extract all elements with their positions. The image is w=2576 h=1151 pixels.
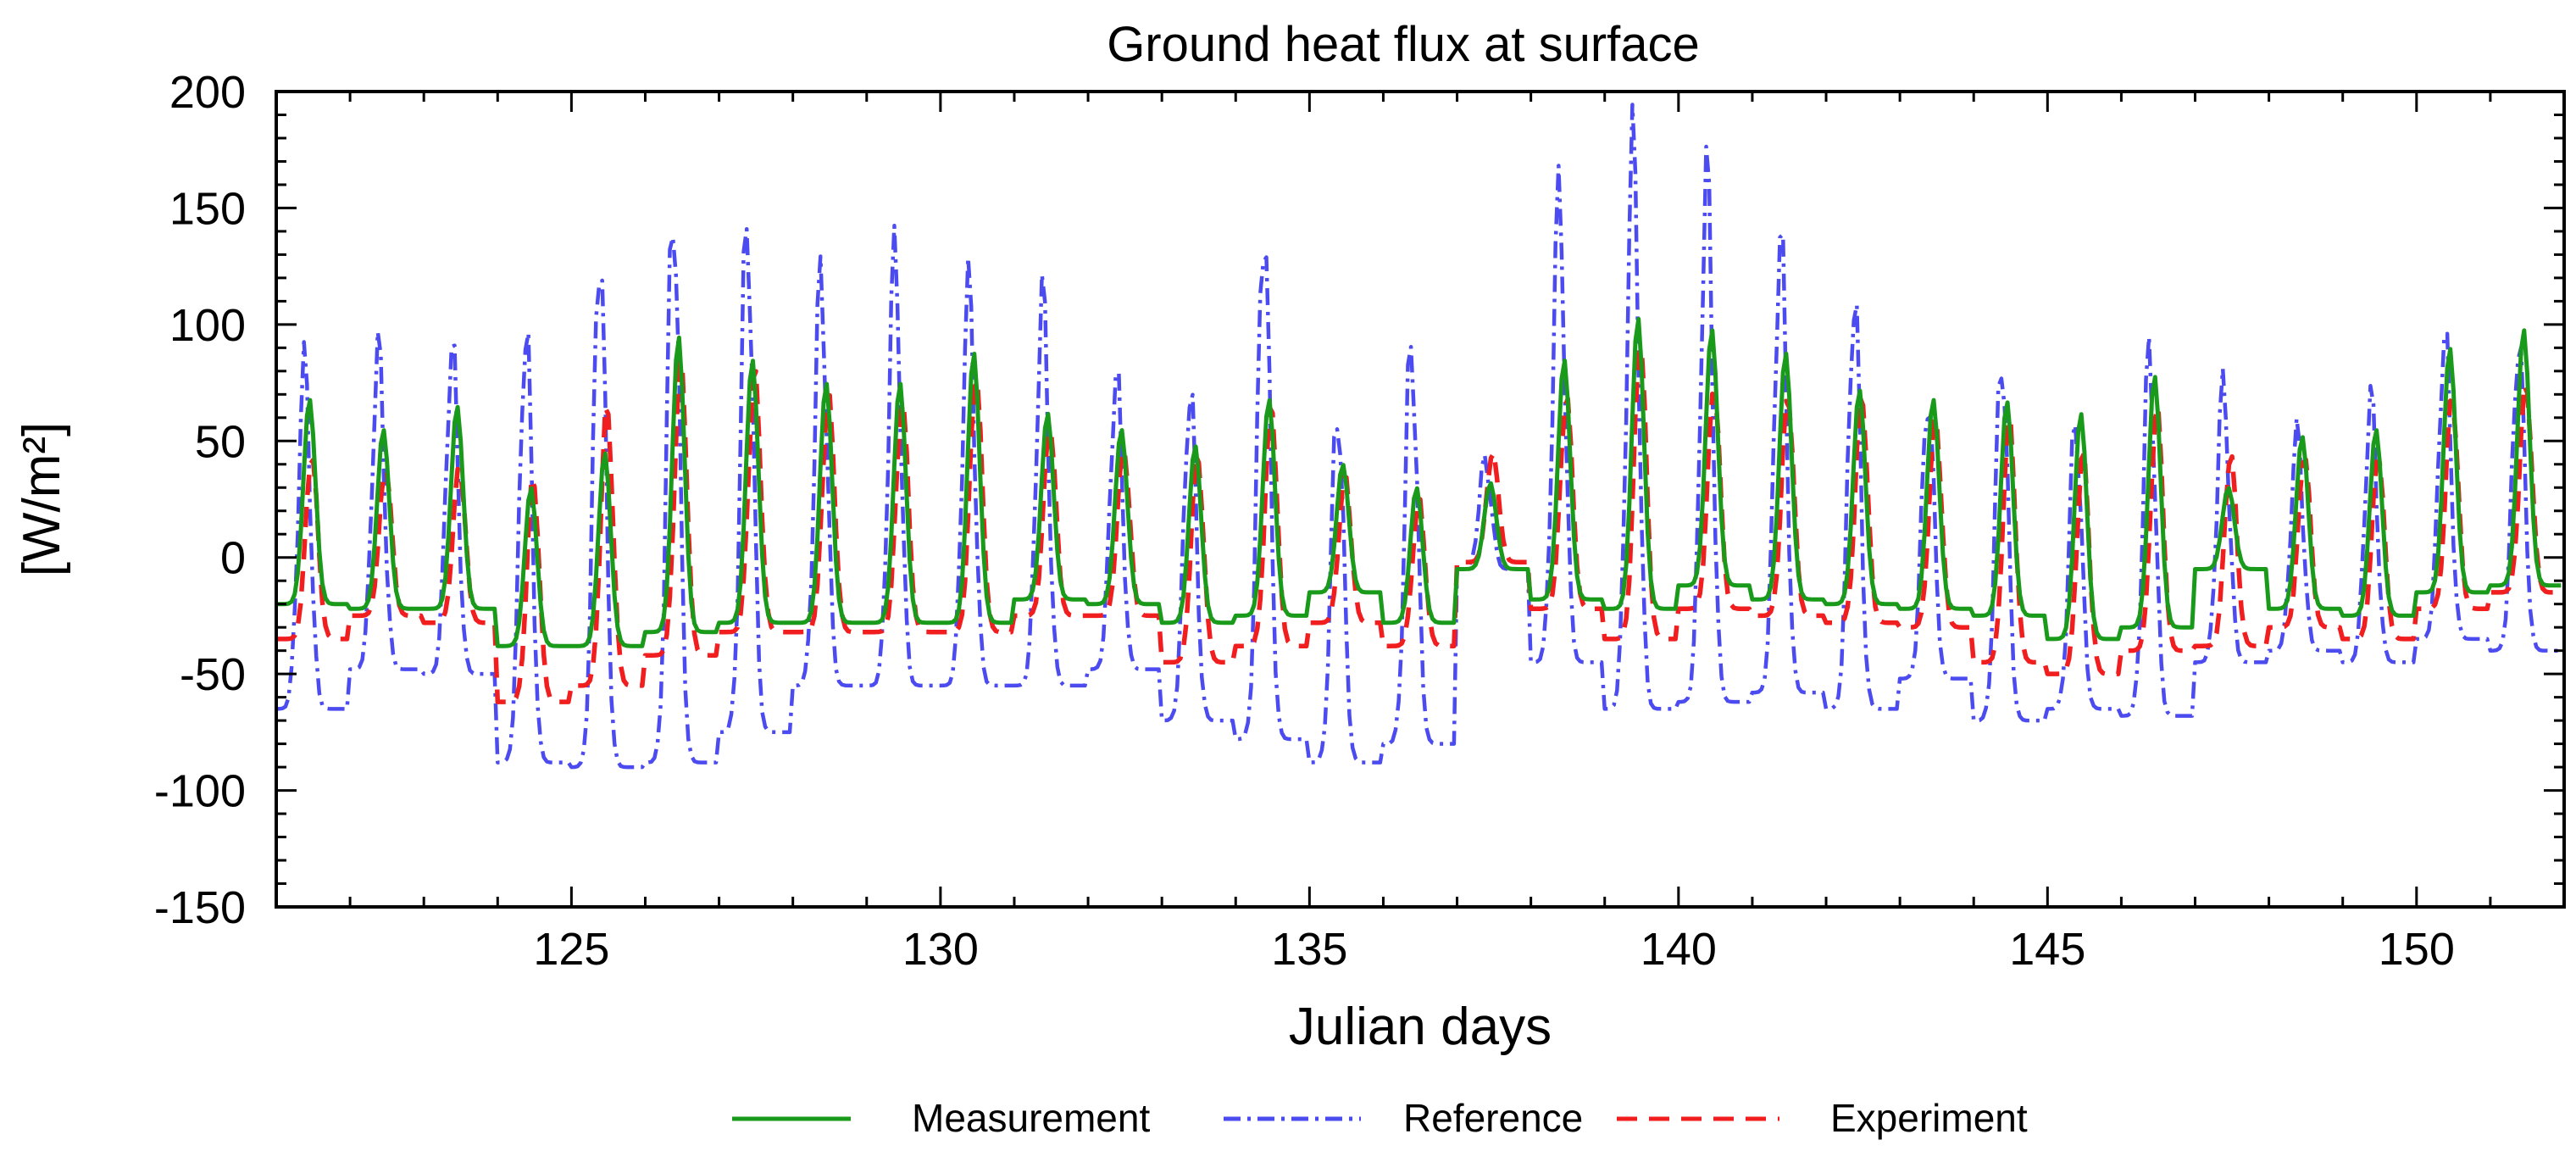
axis-layer: 125 130 135 140 145 150 -150 -100 -50 0 50 100 150 20… <box>154 67 2566 975</box>
x-tick-label: 145 <box>2009 924 2085 975</box>
y-tick-label: 50 <box>195 416 246 467</box>
legend: Measurement Reference Experiment <box>732 1096 2028 1140</box>
plot-frame <box>275 90 2566 909</box>
y-tick-label: 200 <box>169 67 246 118</box>
x-tick-label: 150 <box>2379 924 2455 975</box>
y-tick-label: 150 <box>169 183 246 234</box>
y-tick-label: -100 <box>154 766 246 817</box>
y-axis-label: [W/m²] <box>13 422 71 577</box>
y-tick-label: 0 <box>220 533 246 584</box>
x-tick-label: 135 <box>1271 924 1347 975</box>
chart-title: Ground heat flux at surface <box>1107 17 1700 72</box>
series-line-measurement <box>276 316 2562 648</box>
x-tick-label: 125 <box>533 924 609 975</box>
x-axis-label: Julian days <box>1289 998 1552 1056</box>
legend-label-experiment: Experiment <box>1830 1096 2028 1140</box>
y-tick-label: 100 <box>169 300 246 351</box>
y-tick-label: -50 <box>180 649 246 700</box>
x-tick-label: 130 <box>902 924 979 975</box>
x-tick-label: 140 <box>1641 924 1717 975</box>
series-layer <box>275 103 2562 770</box>
legend-label-measurement: Measurement <box>912 1096 1150 1140</box>
legend-label-reference: Reference <box>1403 1096 1583 1140</box>
series-line-reference <box>275 103 2562 770</box>
y-tick-label: -150 <box>154 882 246 933</box>
